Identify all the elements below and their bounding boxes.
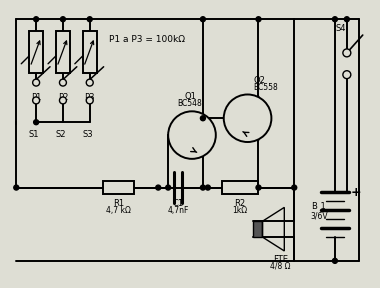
Circle shape	[343, 71, 351, 79]
Circle shape	[86, 97, 93, 104]
Bar	[83, 31, 97, 73]
Circle shape	[292, 185, 297, 190]
Circle shape	[59, 79, 66, 86]
Text: S2: S2	[56, 130, 66, 139]
Circle shape	[332, 258, 337, 263]
Text: P2: P2	[58, 92, 68, 101]
Text: Q2: Q2	[253, 75, 265, 85]
Circle shape	[332, 17, 337, 22]
Circle shape	[60, 17, 65, 22]
Bar	[103, 181, 135, 194]
Circle shape	[168, 111, 216, 159]
Text: +: +	[351, 185, 361, 198]
Circle shape	[224, 94, 271, 142]
Text: Q1: Q1	[184, 92, 196, 101]
Circle shape	[33, 97, 40, 104]
Text: 3/6V: 3/6V	[310, 212, 328, 221]
Bar	[29, 31, 43, 73]
Circle shape	[256, 185, 261, 190]
Text: S3: S3	[82, 130, 93, 139]
Circle shape	[59, 97, 66, 104]
Text: BC558: BC558	[253, 82, 278, 92]
Text: P1 a P3 = 100kΩ: P1 a P3 = 100kΩ	[109, 35, 185, 44]
Text: 4,7nF: 4,7nF	[168, 206, 189, 215]
Circle shape	[166, 185, 171, 190]
Circle shape	[156, 185, 161, 190]
Circle shape	[34, 120, 39, 125]
Circle shape	[200, 116, 205, 121]
Bar	[253, 221, 263, 237]
Text: P1: P1	[31, 92, 41, 101]
Text: 1kΩ: 1kΩ	[232, 206, 247, 215]
Circle shape	[86, 79, 93, 86]
Text: FTE: FTE	[273, 255, 288, 264]
Bar	[222, 181, 258, 194]
Text: 4,7 kΩ: 4,7 kΩ	[106, 206, 131, 215]
Circle shape	[200, 185, 205, 190]
Text: S1: S1	[29, 130, 40, 139]
Text: 4/8 Ω: 4/8 Ω	[270, 262, 291, 271]
Circle shape	[205, 185, 211, 190]
Bar	[56, 31, 70, 73]
Circle shape	[256, 17, 261, 22]
Text: R2: R2	[234, 200, 245, 209]
Circle shape	[200, 17, 205, 22]
Text: P3: P3	[84, 92, 95, 101]
Text: R1: R1	[113, 200, 124, 209]
Text: C1: C1	[173, 200, 184, 209]
Text: B 1: B 1	[312, 202, 326, 211]
Circle shape	[87, 17, 92, 22]
Circle shape	[14, 185, 19, 190]
Circle shape	[34, 17, 39, 22]
Circle shape	[343, 49, 351, 57]
Circle shape	[33, 79, 40, 86]
Text: S4: S4	[336, 24, 346, 33]
Text: BC548: BC548	[177, 99, 203, 108]
Circle shape	[344, 17, 349, 22]
